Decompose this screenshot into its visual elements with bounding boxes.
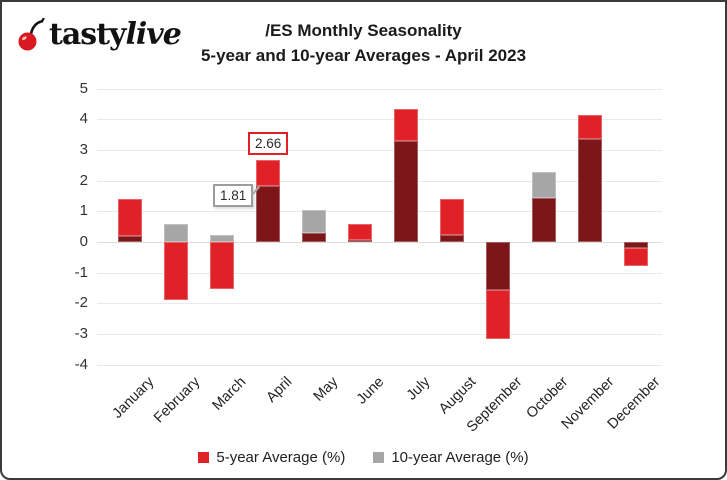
bar-january-5yr [118, 199, 142, 236]
bar-may-10yr [302, 209, 326, 234]
bar-august-5yr [440, 199, 464, 236]
bar-june-5yr [348, 223, 372, 240]
brand-tasty: tasty [49, 17, 126, 52]
bar-september-5yr [486, 290, 510, 339]
y-axis-tick--1: -1 [74, 263, 88, 281]
bar-february-5yr [164, 242, 188, 301]
bar-july-overlap [394, 140, 418, 242]
legend-swatch-10yr-icon [373, 452, 385, 463]
legend-label-10yr: 10-year Average (%) [391, 449, 529, 466]
gridline-4 [97, 119, 662, 121]
bar-february-10yr [164, 223, 188, 242]
gridline--3 [97, 334, 662, 335]
gridline--2 [97, 303, 662, 305]
y-axis-tick-0: 0 [79, 233, 88, 250]
gridline-0 [97, 242, 662, 243]
bar-june-overlap [348, 239, 372, 242]
brand-name: tastylive [49, 17, 182, 52]
bar-march-10yr [210, 235, 234, 242]
gridline-3 [97, 149, 662, 151]
tastylive-logo: tastylive [18, 17, 182, 52]
callout-2.66: 2.66 [248, 132, 289, 156]
y-axis-tick--3: -3 [74, 325, 88, 342]
gridline--1 [97, 272, 662, 274]
legend-swatch-5yr-icon [198, 452, 210, 463]
bar-august-overlap [440, 235, 464, 242]
cherry-icon [18, 18, 49, 52]
bar-may-overlap [302, 233, 326, 242]
bar-january-overlap [118, 235, 142, 242]
bar-december-overlap [624, 242, 648, 249]
chart-title-block: /ES Monthly Seasonality 5-year and 10-ye… [2, 18, 725, 68]
bar-march-5yr [210, 242, 234, 290]
legend-item-10yr: 10-year Average (%) [373, 449, 529, 466]
gridline-1 [97, 211, 662, 213]
bar-october-10yr [532, 172, 556, 198]
bar-october-overlap [532, 197, 556, 242]
legend-item-5yr: 5-year Average (%) [198, 449, 345, 466]
chart-subtitle: 5-year and 10-year Averages - April 2023 [200, 46, 527, 65]
callout-1.81: 1.81 [213, 183, 254, 207]
brand-live: live [125, 17, 181, 52]
bar-september-overlap [486, 242, 510, 291]
y-axis-tick--2: -2 [74, 294, 88, 312]
bar-april-overlap [256, 186, 280, 242]
y-axis-tick-3: 3 [79, 140, 88, 158]
bar-november-5yr [578, 114, 602, 140]
y-axis-tick-4: 4 [79, 110, 88, 128]
bar-july-5yr [394, 108, 418, 141]
gridline-5 [97, 88, 662, 90]
legend-label-5yr: 5-year Average (%) [216, 449, 346, 466]
bar-april-5yr [256, 160, 280, 187]
chart-title: /ES Monthly Seasonality [265, 21, 462, 40]
bar-november-overlap [578, 139, 602, 242]
bar-december-5yr [624, 248, 648, 266]
y-axis-tick-1: 1 [79, 202, 88, 220]
y-axis-tick--4: -4 [74, 355, 88, 373]
y-axis-tick-5: 5 [79, 79, 88, 97]
gridline--4 [97, 364, 662, 366]
y-axis-tick-2: 2 [79, 171, 88, 189]
legend: 5-year Average (%) 10-year Average (%) [2, 449, 725, 466]
gridline-2 [97, 180, 662, 182]
